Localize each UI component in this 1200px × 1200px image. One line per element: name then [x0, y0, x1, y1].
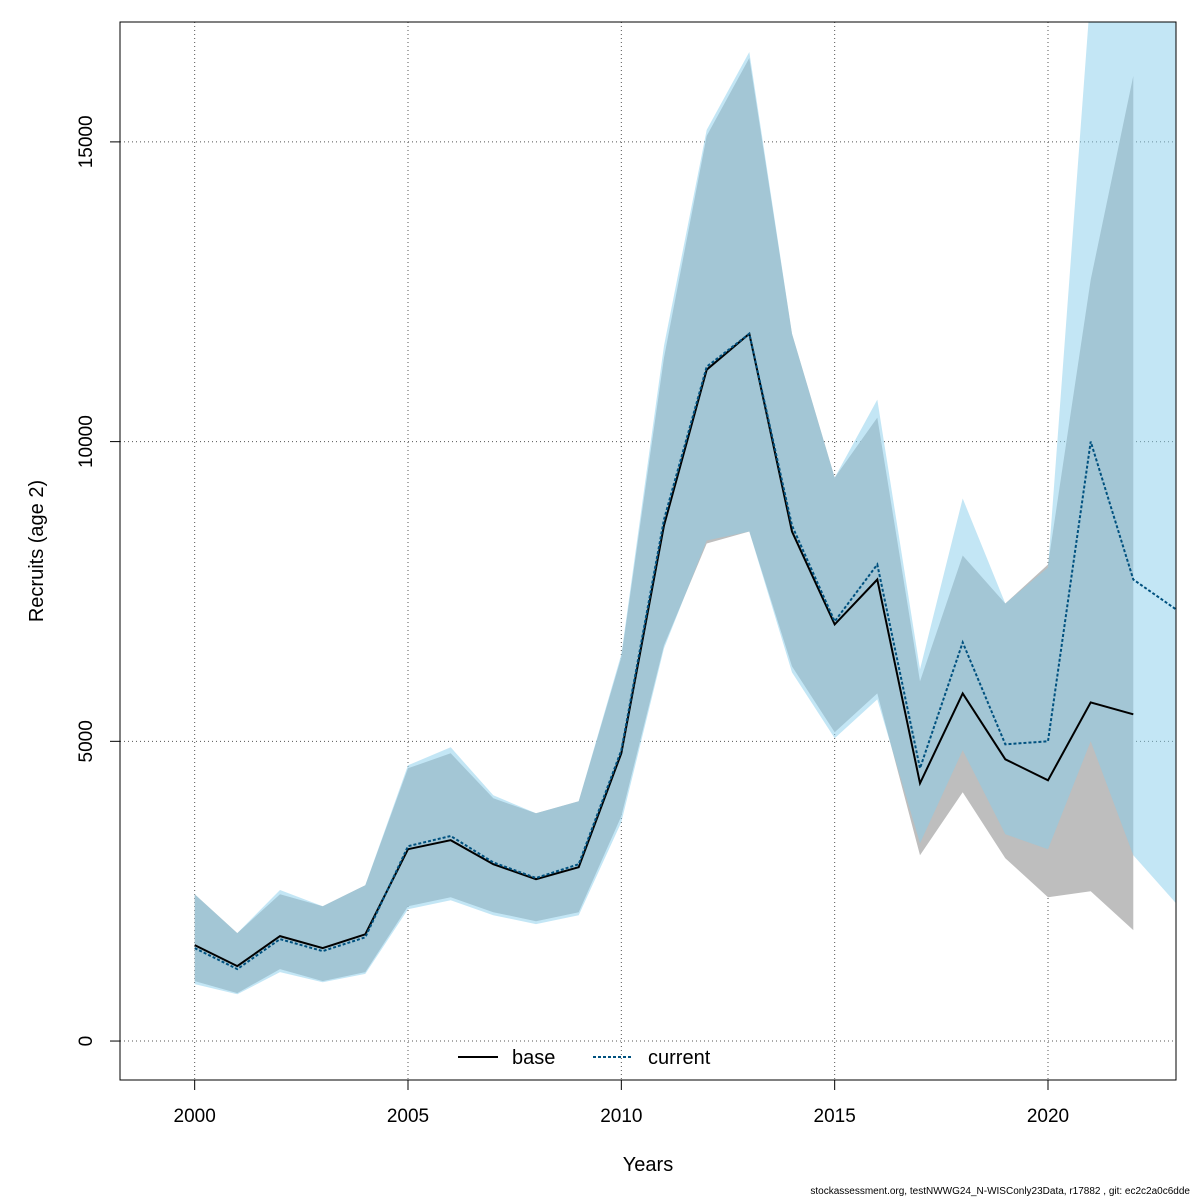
x-tick-label-2010: 2010 — [600, 1106, 642, 1127]
x-tick-label-2005: 2005 — [387, 1106, 429, 1127]
x-tick-label-2015: 2015 — [814, 1106, 856, 1127]
y-tick-label-10000: 10000 — [76, 415, 97, 468]
legend: base current — [458, 1047, 711, 1069]
series-lines — [194, 331, 1176, 971]
legend-label-base: base — [512, 1047, 555, 1069]
x-axis-title: Years — [623, 1154, 673, 1176]
y-axis: 0 5000 10000 15000 — [76, 115, 121, 1047]
y-axis-title: Recruits (age 2) — [26, 480, 48, 622]
footer-caption: stockassessment.org, testNWWG24_N-WISCon… — [810, 1186, 1190, 1197]
band-current — [194, 22, 1176, 995]
line-current — [194, 331, 1176, 971]
line-base — [194, 331, 1134, 968]
x-axis: 2000 2005 2010 2015 2020 — [174, 1079, 1069, 1127]
y-tick-label-5000: 5000 — [76, 720, 97, 762]
confidence-bands — [194, 22, 1176, 995]
x-tick-label-2000: 2000 — [174, 1106, 216, 1127]
x-tick-label-2020: 2020 — [1027, 1106, 1069, 1127]
y-tick-label-15000: 15000 — [76, 115, 97, 168]
legend-label-current: current — [648, 1047, 711, 1069]
y-tick-label-0: 0 — [76, 1036, 97, 1047]
